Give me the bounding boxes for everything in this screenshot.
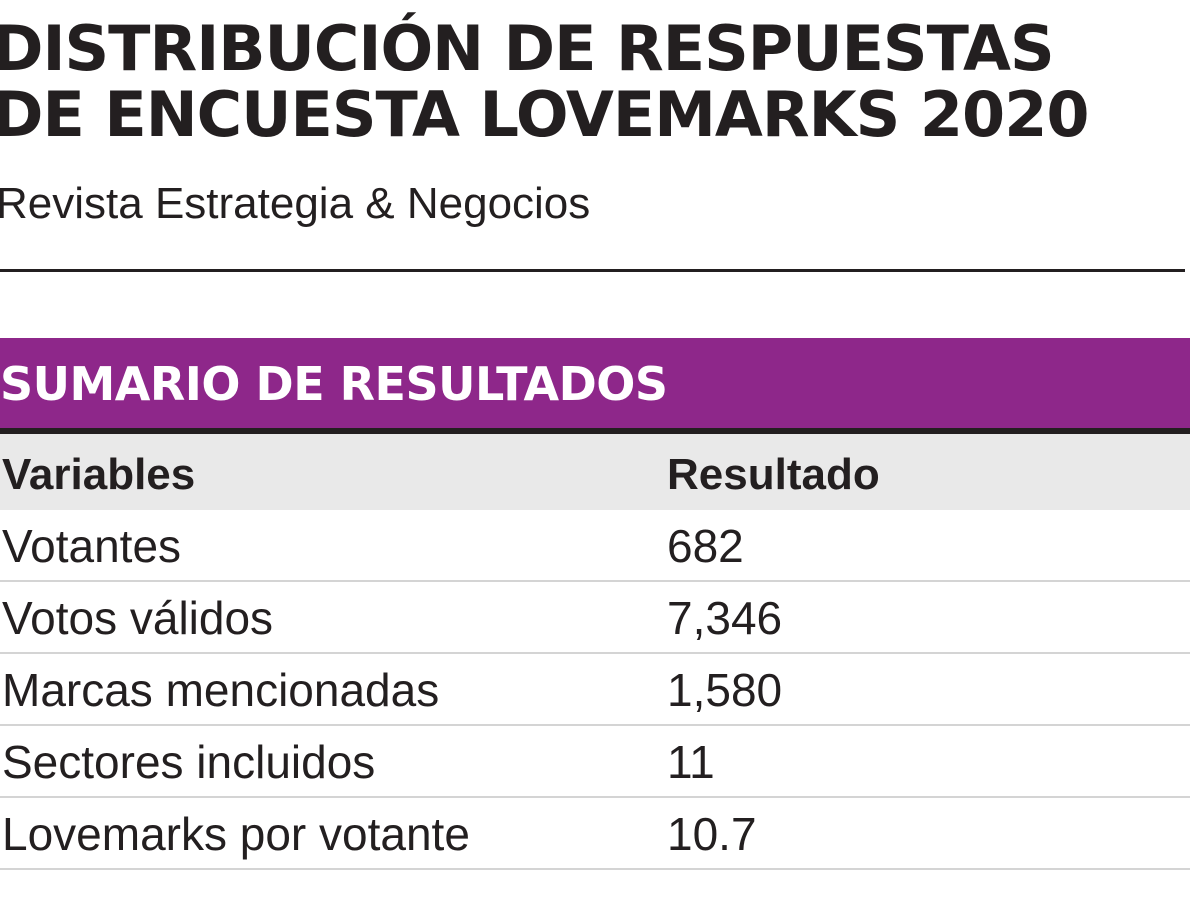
table-header-row: Variables Resultado — [0, 434, 1190, 510]
divider-rule — [0, 269, 1185, 272]
table-row: Votantes 682 — [0, 510, 1190, 582]
title-line-1: DISTRIBUCIÓN DE RESPUESTAS — [0, 12, 1055, 85]
results-table: Variables Resultado Votantes 682 Votos v… — [0, 434, 1190, 870]
table-row: Marcas mencionadas 1,580 — [0, 654, 1190, 726]
result-cell: 10.7 — [667, 808, 757, 860]
variable-cell: Votos válidos — [2, 592, 274, 644]
subtitle: Revista Estrategia & Negocios — [0, 179, 591, 228]
result-cell: 682 — [667, 520, 744, 572]
table-row: Lovemarks por votante 10.7 — [0, 798, 1190, 870]
table-row: Votos válidos 7,346 — [0, 582, 1190, 654]
variable-cell: Votantes — [2, 520, 182, 572]
table-row: Sectores incluidos 11 — [0, 726, 1190, 798]
title-line-2: DE ENCUESTA LOVEMARKS 2020 — [0, 78, 1089, 151]
section-band: SUMARIO DE RESULTADOS — [0, 338, 1190, 434]
column-header-resultado: Resultado — [667, 450, 880, 499]
result-cell: 11 — [667, 736, 715, 788]
result-cell: 7,346 — [667, 592, 783, 644]
variable-cell: Sectores incluidos — [2, 736, 376, 788]
variable-cell: Lovemarks por votante — [2, 808, 470, 860]
column-header-variables: Variables — [2, 450, 196, 499]
result-cell: 1,580 — [667, 664, 783, 716]
section-label: SUMARIO DE RESULTADOS — [0, 357, 668, 411]
variable-cell: Marcas mencionadas — [2, 664, 440, 716]
page-title: DISTRIBUCIÓN DE RESPUESTAS DE ENCUESTA L… — [0, 16, 1200, 148]
